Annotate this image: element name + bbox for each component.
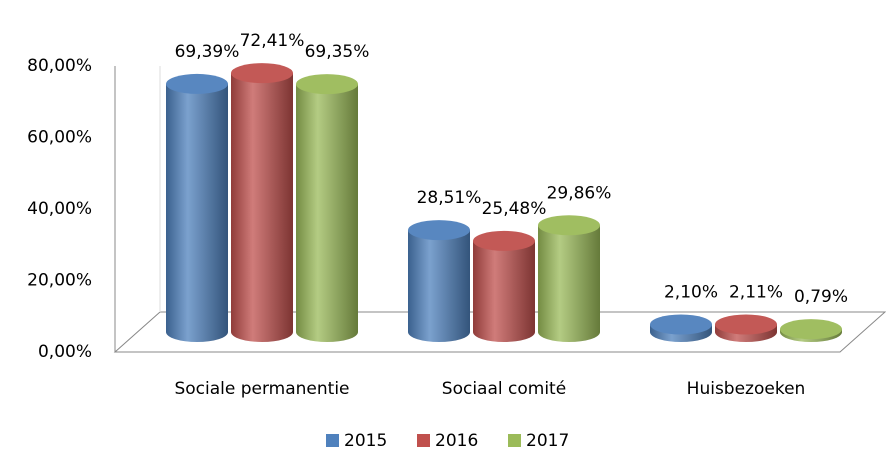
bar-top bbox=[650, 314, 712, 335]
value-label: 29,86% bbox=[547, 183, 612, 203]
legend-label: 2017 bbox=[526, 431, 569, 451]
floor bbox=[113, 311, 886, 353]
bar-top bbox=[408, 220, 470, 241]
bar bbox=[296, 84, 358, 342]
x-tick-label: Sociaal comité bbox=[442, 379, 566, 399]
bar bbox=[166, 83, 228, 342]
bar-top bbox=[473, 230, 535, 251]
bar-top bbox=[538, 215, 600, 236]
value-label: 72,41% bbox=[240, 31, 305, 51]
value-label: 69,35% bbox=[305, 42, 370, 62]
y-tick-label: 0,00% bbox=[38, 342, 92, 362]
value-label: 25,48% bbox=[482, 199, 547, 219]
bar bbox=[538, 225, 600, 342]
bar-top bbox=[296, 74, 358, 95]
legend-label: 2016 bbox=[435, 431, 478, 451]
bar-top bbox=[166, 73, 228, 94]
legend-swatch bbox=[417, 434, 430, 447]
y-tick-label: 80,00% bbox=[27, 56, 92, 76]
bar bbox=[231, 73, 293, 342]
bar bbox=[473, 240, 535, 342]
value-label: 69,39% bbox=[175, 42, 240, 62]
y-tick-label: 60,00% bbox=[27, 128, 92, 148]
bar-top bbox=[715, 314, 777, 335]
y-tick-label: 40,00% bbox=[27, 199, 92, 219]
legend-swatch bbox=[508, 434, 521, 447]
bar-top bbox=[231, 63, 293, 84]
x-tick-label: Huisbezoeken bbox=[687, 379, 806, 399]
value-label: 28,51% bbox=[417, 188, 482, 208]
legend-swatch bbox=[326, 434, 339, 447]
value-label: 2,11% bbox=[729, 282, 783, 302]
legend-label: 2015 bbox=[344, 431, 387, 451]
value-label: 2,10% bbox=[664, 282, 718, 302]
bar-top bbox=[780, 319, 842, 340]
value-label: 0,79% bbox=[794, 287, 848, 307]
bar bbox=[408, 230, 470, 342]
y-tick-label: 20,00% bbox=[27, 271, 92, 291]
x-tick-label: Sociale permanentie bbox=[174, 379, 349, 399]
